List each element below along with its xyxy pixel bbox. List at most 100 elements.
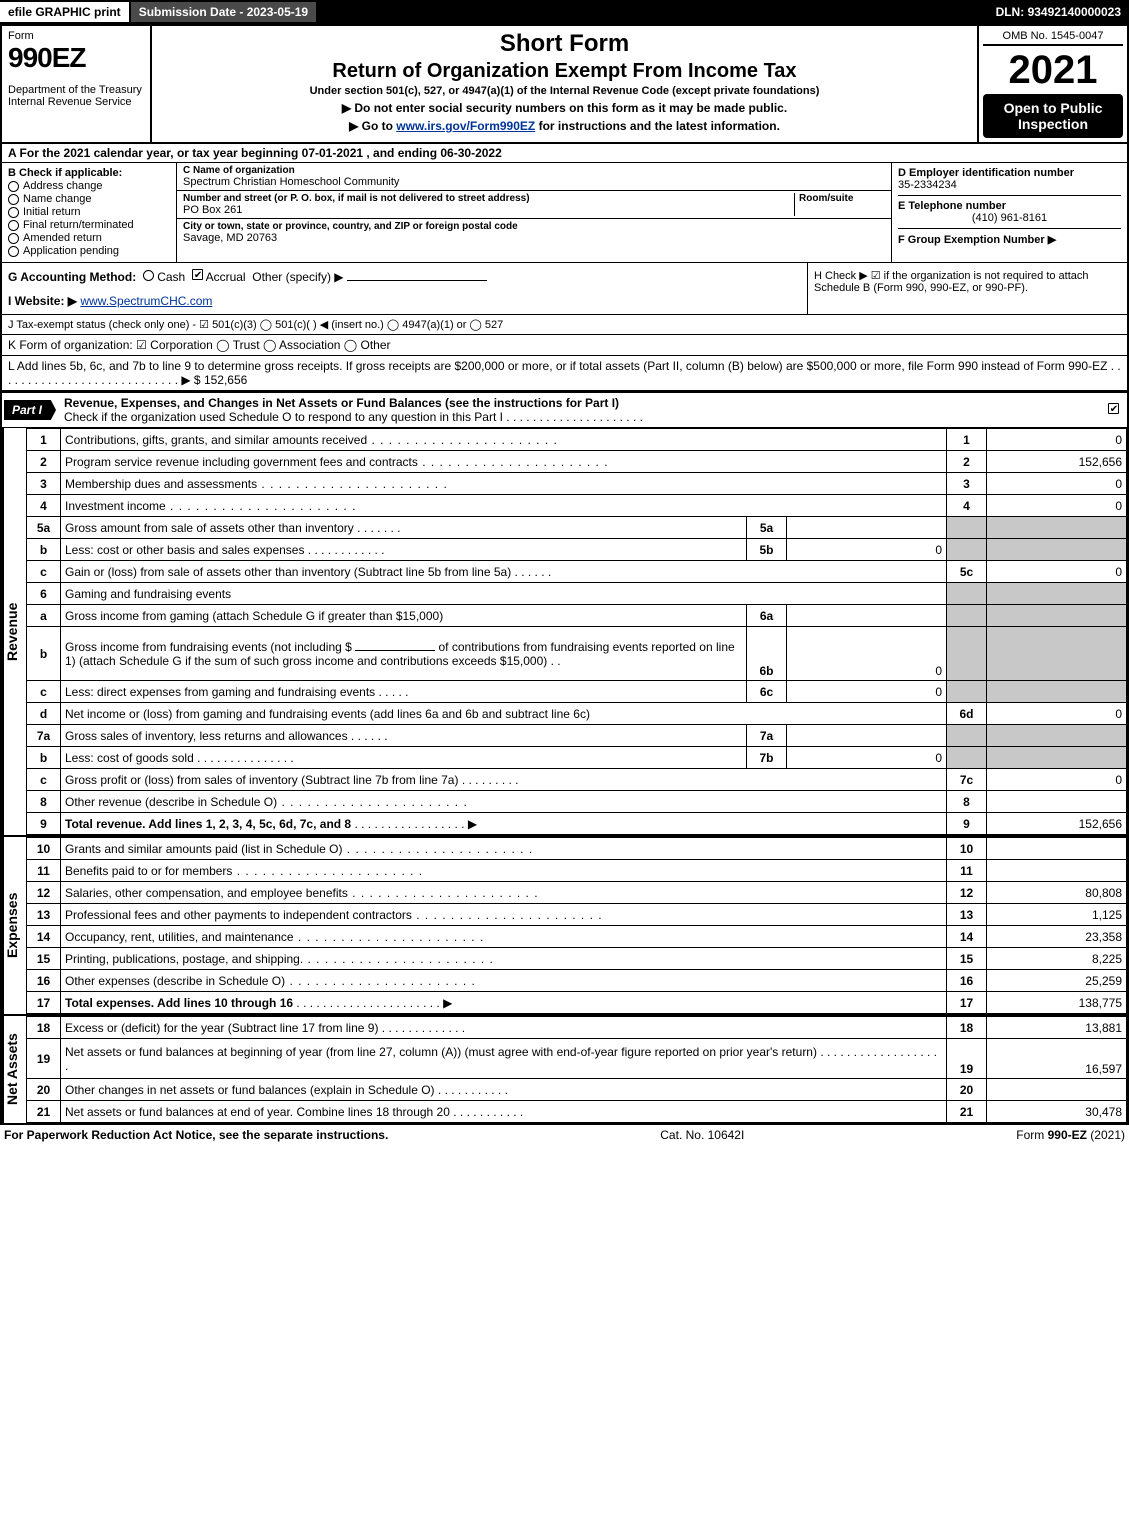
table-row: 19Net assets or fund balances at beginni… (27, 1039, 1127, 1079)
column-b: B Check if applicable: Address change Na… (2, 163, 177, 262)
dln: DLN: 93492140000023 (988, 2, 1129, 22)
check-name-change[interactable] (8, 194, 19, 205)
website-link[interactable]: www.SpectrumCHC.com (80, 294, 212, 308)
line-desc: Salaries, other compensation, and employ… (65, 886, 348, 900)
check-amended-return[interactable] (8, 233, 19, 244)
top-bar: efile GRAPHIC print Submission Date - 20… (0, 0, 1129, 24)
contrib-input[interactable] (355, 650, 435, 651)
e-phone-label: E Telephone number (898, 200, 1121, 212)
b-item: Amended return (23, 232, 102, 244)
line-desc: Gross income from gaming (attach Schedul… (61, 605, 747, 627)
l-value: 152,656 (201, 373, 248, 387)
line-desc: Net assets or fund balances at end of ye… (65, 1105, 450, 1119)
part-1-header: Part I Revenue, Expenses, and Changes in… (2, 391, 1127, 428)
line-desc: Less: cost of goods sold (65, 751, 194, 765)
netassets-table: 18Excess or (deficit) for the year (Subt… (26, 1016, 1127, 1123)
table-row: 9Total revenue. Add lines 1, 2, 3, 4, 5c… (27, 813, 1127, 835)
l-text: L Add lines 5b, 6c, and 7b to line 9 to … (8, 359, 1121, 387)
sub-value: 0 (787, 627, 947, 681)
c-street-label: Number and street (or P. O. box, if mail… (183, 193, 790, 204)
table-row: 10Grants and similar amounts paid (list … (27, 838, 1127, 860)
g-label: G Accounting Method: (8, 270, 136, 284)
b-item: Address change (23, 180, 103, 192)
table-row: 12Salaries, other compensation, and empl… (27, 882, 1127, 904)
table-row: bLess: cost or other basis and sales exp… (27, 539, 1127, 561)
line-value: 80,808 (987, 882, 1127, 904)
irs-label: Internal Revenue Service (8, 96, 144, 108)
line-desc: Professional fees and other payments to … (65, 908, 412, 922)
line-l: L Add lines 5b, 6c, and 7b to line 9 to … (2, 356, 1127, 391)
ein-value: 35-2334234 (898, 179, 1121, 191)
table-row: cGross profit or (loss) from sales of in… (27, 769, 1127, 791)
line-value (987, 1079, 1127, 1101)
check-accrual[interactable] (192, 269, 203, 280)
check-address-change[interactable] (8, 181, 19, 192)
table-row: 6Gaming and fundraising events (27, 583, 1127, 605)
line-value: 0 (987, 495, 1127, 517)
ssn-note: ▶ Do not enter social security numbers o… (160, 101, 969, 115)
line-desc: Program service revenue including govern… (65, 455, 418, 469)
subtitle: Under section 501(c), 527, or 4947(a)(1)… (160, 85, 969, 97)
bc-row: B Check if applicable: Address change Na… (2, 163, 1127, 263)
line-desc: Occupancy, rent, utilities, and maintena… (65, 930, 294, 944)
line-value: 25,259 (987, 970, 1127, 992)
line-value: 138,775 (987, 992, 1127, 1014)
table-row: bLess: cost of goods sold . . . . . . . … (27, 747, 1127, 769)
dln-value: 93492140000023 (1028, 5, 1121, 19)
line-desc: Membership dues and assessments (65, 477, 257, 491)
check-application-pending[interactable] (8, 246, 19, 257)
efile-print-button[interactable]: efile GRAPHIC print (0, 2, 131, 22)
table-row: 4Investment income40 (27, 495, 1127, 517)
submission-date: Submission Date - 2023-05-19 (131, 2, 316, 22)
revenue-vertical-label: Revenue (2, 428, 26, 835)
table-row: cLess: direct expenses from gaming and f… (27, 681, 1127, 703)
sub-value: 0 (787, 539, 947, 561)
table-row: 5aGross amount from sale of assets other… (27, 517, 1127, 539)
g-section: G Accounting Method: Cash Accrual Other … (2, 263, 807, 314)
check-cash[interactable] (143, 270, 154, 281)
sub-value (787, 517, 947, 539)
table-row: 14Occupancy, rent, utilities, and mainte… (27, 926, 1127, 948)
org-city: Savage, MD 20763 (183, 232, 885, 244)
part-1-tag: Part I (4, 400, 56, 420)
line-value: 0 (987, 429, 1127, 451)
line-value: 13,881 (987, 1017, 1127, 1039)
line-desc: Net assets or fund balances at beginning… (65, 1045, 817, 1059)
netassets-vertical-label: Net Assets (2, 1016, 26, 1123)
c-name-label: C Name of organization (183, 165, 885, 176)
check-initial-return[interactable] (8, 207, 19, 218)
form-outer: Form 990EZ Department of the Treasury In… (0, 24, 1129, 1125)
other-specify-input[interactable] (347, 280, 487, 281)
line-desc: Gross amount from sale of assets other t… (65, 521, 354, 535)
line-desc: Other revenue (describe in Schedule O) (65, 795, 277, 809)
b-label: B Check if applicable: (8, 167, 170, 179)
footer-left: For Paperwork Reduction Act Notice, see … (4, 1128, 388, 1142)
line-value: 16,597 (987, 1039, 1127, 1079)
netassets-section: Net Assets 18Excess or (deficit) for the… (2, 1016, 1127, 1123)
line-desc: Total revenue. Add lines 1, 2, 3, 4, 5c,… (65, 817, 351, 831)
b-item: Application pending (23, 245, 119, 257)
revenue-table: 1Contributions, gifts, grants, and simil… (26, 428, 1127, 835)
page-footer: For Paperwork Reduction Act Notice, see … (0, 1125, 1129, 1145)
line-desc: Gaming and fundraising events (61, 583, 947, 605)
line-value (987, 860, 1127, 882)
d-ein-label: D Employer identification number (898, 167, 1121, 179)
line-value: 23,358 (987, 926, 1127, 948)
table-row: dNet income or (loss) from gaming and fu… (27, 703, 1127, 725)
irs-link[interactable]: www.irs.gov/Form990EZ (396, 119, 535, 133)
revenue-section: Revenue 1Contributions, gifts, grants, a… (2, 428, 1127, 837)
sub-value (787, 725, 947, 747)
line-desc: Benefits paid to or for members (65, 864, 232, 878)
b-item: Name change (23, 193, 92, 205)
line-desc: Total expenses. Add lines 10 through 16 (65, 996, 293, 1010)
column-d: D Employer identification number 35-2334… (892, 163, 1127, 262)
line-value (987, 838, 1127, 860)
dept-treasury: Department of the Treasury (8, 84, 144, 96)
table-row: aGross income from gaming (attach Schedu… (27, 605, 1127, 627)
table-row: 3Membership dues and assessments30 (27, 473, 1127, 495)
c-city-label: City or town, state or province, country… (183, 221, 885, 232)
line-value: 0 (987, 473, 1127, 495)
goto-pre: ▶ Go to (349, 119, 396, 133)
part-1-checkbox[interactable] (1108, 403, 1119, 414)
check-final-return[interactable] (8, 220, 19, 231)
